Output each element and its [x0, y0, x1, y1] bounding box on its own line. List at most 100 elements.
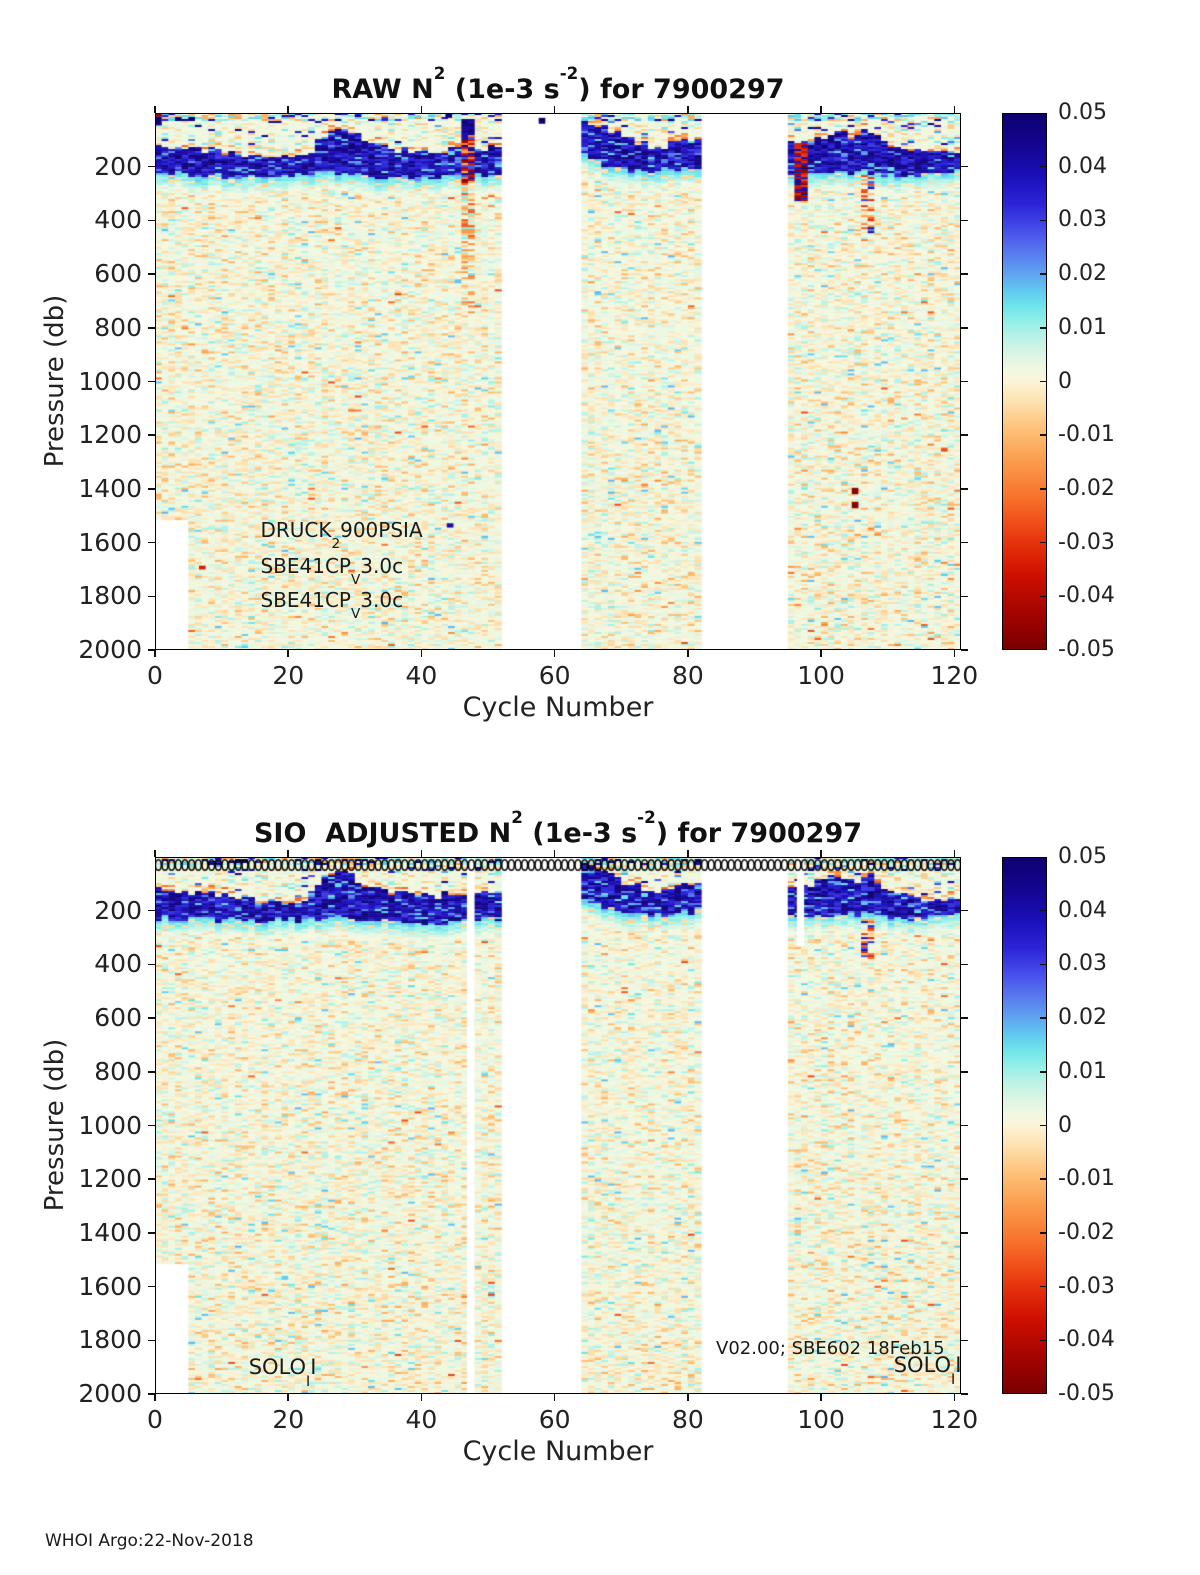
y-tick-mark: [148, 273, 155, 275]
x-tick-label: 20: [272, 661, 305, 690]
y-right-tick-mark: [961, 1071, 968, 1073]
colorbar-tick-mark: [1040, 380, 1046, 383]
y-tick-mark: [148, 1393, 155, 1395]
x-tick-label: 60: [538, 661, 571, 690]
y-tick-mark: [148, 165, 155, 168]
adjusted-annotation-solo-right: SOLOII: [867, 1329, 962, 1405]
colorbar-tick-mark: [1040, 273, 1046, 275]
annotation-text: 900PSIA: [340, 518, 423, 542]
footer-credit: WHOI Argo:22-Nov-2018: [45, 1531, 254, 1551]
annotation-text: SOLO: [248, 1355, 307, 1379]
raw-annotation-druck: DRUCK2900PSIA: [235, 494, 423, 570]
colorbar-tick-label: 0: [1058, 368, 1072, 394]
y-right-tick-mark: [961, 1017, 968, 1019]
title-text: ) for 7900297: [655, 818, 863, 849]
colorbar-tick-label: -0.03: [1058, 529, 1115, 555]
y-right-tick-mark: [961, 1232, 968, 1234]
colorbar-tick-mark: [1040, 219, 1046, 222]
colorbar-tick-label: 0.04: [1058, 897, 1107, 923]
y-tick-mark: [148, 649, 155, 651]
x-tick-mark: [420, 650, 423, 657]
y-tick-label: 2000: [78, 1379, 142, 1408]
x-top-tick-mark: [820, 850, 822, 857]
x-top-tick-mark: [154, 106, 156, 113]
y-tick-mark: [148, 1285, 155, 1288]
raw-annotation-sbe41cp-1: SBE41CPV3.0c: [235, 530, 403, 606]
colorbar-tick-label: 0.01: [1058, 314, 1107, 340]
colorbar-tick-label: -0.02: [1058, 1219, 1115, 1245]
colorbar-tick-label: 0.03: [1058, 207, 1107, 233]
x-tick-mark: [820, 1394, 822, 1401]
y-tick-label: 1800: [78, 1325, 142, 1355]
colorbar-tick-label: 0: [1058, 1112, 1072, 1138]
x-top-tick-mark: [553, 106, 556, 113]
adjusted-heatmap-canvas: [155, 857, 961, 1394]
y-right-tick-mark: [961, 909, 968, 912]
y-tick-label: 1200: [78, 1164, 142, 1194]
x-tick-label: 80: [671, 661, 704, 690]
annotation-subscript: I: [951, 1371, 956, 1388]
y-right-tick-mark: [961, 1393, 968, 1395]
x-top-tick-mark: [553, 850, 556, 857]
x-tick-label: 40: [405, 661, 438, 690]
y-tick-label: 200: [94, 151, 142, 181]
annotation-subscript: V: [350, 606, 361, 623]
y-right-tick-mark: [961, 219, 968, 222]
title-superscript: -2: [637, 806, 656, 827]
colorbar-tick-mark: [1040, 488, 1046, 490]
x-tick-mark: [687, 1394, 689, 1401]
x-top-tick-mark: [420, 106, 423, 113]
colorbar-tick-mark: [1040, 909, 1046, 912]
x-tick-mark: [287, 650, 289, 657]
x-tick-label: 100: [797, 661, 845, 690]
x-top-tick-mark: [420, 850, 423, 857]
colorbar-tick-label: -0.04: [1058, 1327, 1115, 1353]
y-right-tick-mark: [961, 649, 968, 651]
x-top-tick-mark: [287, 106, 289, 113]
y-right-tick-mark: [961, 1339, 968, 1342]
x-tick-mark: [953, 650, 956, 657]
annotation-text: SOLO: [893, 1353, 952, 1377]
colorbar-tick-mark: [1040, 1071, 1046, 1073]
annotation-subscript: I: [306, 1373, 311, 1390]
x-tick-label: 120: [930, 661, 979, 690]
x-tick-label: 80: [671, 1405, 704, 1434]
colorbar-tick-mark: [1040, 541, 1046, 544]
title-text: ) for 7900297: [578, 74, 785, 105]
y-tick-label: 1400: [78, 473, 142, 503]
annotation-text: 3.0c: [360, 588, 404, 612]
colorbar-tick-mark: [1040, 1232, 1046, 1234]
colorbar-tick-label: 0.02: [1058, 261, 1107, 287]
y-tick-label: 2000: [78, 635, 142, 664]
colorbar-tick-mark: [1040, 1124, 1046, 1127]
annotation-text: 3.0c: [360, 554, 404, 578]
title-superscript: 2: [511, 806, 523, 827]
y-tick-label: 1400: [78, 1217, 142, 1247]
y-tick-mark: [148, 1339, 155, 1342]
colorbar-tick-label: 0.02: [1058, 1005, 1107, 1031]
x-tick-label: 100: [797, 1405, 845, 1434]
colorbar-tick-label: 0.01: [1058, 1058, 1107, 1084]
annotation-subscript: V: [350, 572, 361, 589]
x-tick-mark: [687, 650, 689, 657]
title-superscript: -2: [559, 62, 579, 83]
title-text: (1e-3 s: [522, 818, 638, 849]
y-right-tick-mark: [961, 1285, 968, 1288]
annotation-text: I: [955, 1353, 962, 1377]
x-top-tick-mark: [953, 106, 956, 113]
y-tick-label: 600: [94, 1003, 142, 1033]
adjusted-colorbar: [1002, 857, 1047, 1394]
y-tick-label: 400: [94, 205, 142, 235]
y-right-tick-mark: [961, 541, 968, 544]
colorbar-tick-label: -0.01: [1058, 422, 1115, 448]
x-tick-label: 0: [147, 1405, 163, 1434]
colorbar-tick-mark: [1040, 963, 1046, 966]
colorbar-tick-label: -0.03: [1058, 1273, 1115, 1299]
y-tick-label: 1200: [78, 420, 142, 450]
y-tick-mark: [148, 219, 155, 222]
y-tick-mark: [148, 595, 155, 598]
colorbar-tick-mark: [1040, 1339, 1046, 1342]
y-tick-mark: [148, 1178, 155, 1180]
annotation-text: DRUCK: [260, 518, 332, 542]
